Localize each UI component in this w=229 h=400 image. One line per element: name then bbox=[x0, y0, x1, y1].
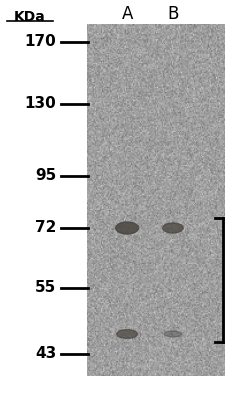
Text: 130: 130 bbox=[24, 96, 56, 112]
Text: A: A bbox=[121, 5, 133, 23]
Text: KDa: KDa bbox=[14, 10, 46, 24]
Ellipse shape bbox=[116, 222, 139, 234]
Text: 43: 43 bbox=[35, 346, 56, 362]
Text: 72: 72 bbox=[35, 220, 56, 236]
Text: 95: 95 bbox=[35, 168, 56, 184]
Ellipse shape bbox=[117, 330, 137, 338]
Text: B: B bbox=[167, 5, 179, 23]
Text: 170: 170 bbox=[24, 34, 56, 50]
Ellipse shape bbox=[164, 331, 182, 337]
Text: 55: 55 bbox=[35, 280, 56, 296]
Ellipse shape bbox=[163, 223, 183, 233]
